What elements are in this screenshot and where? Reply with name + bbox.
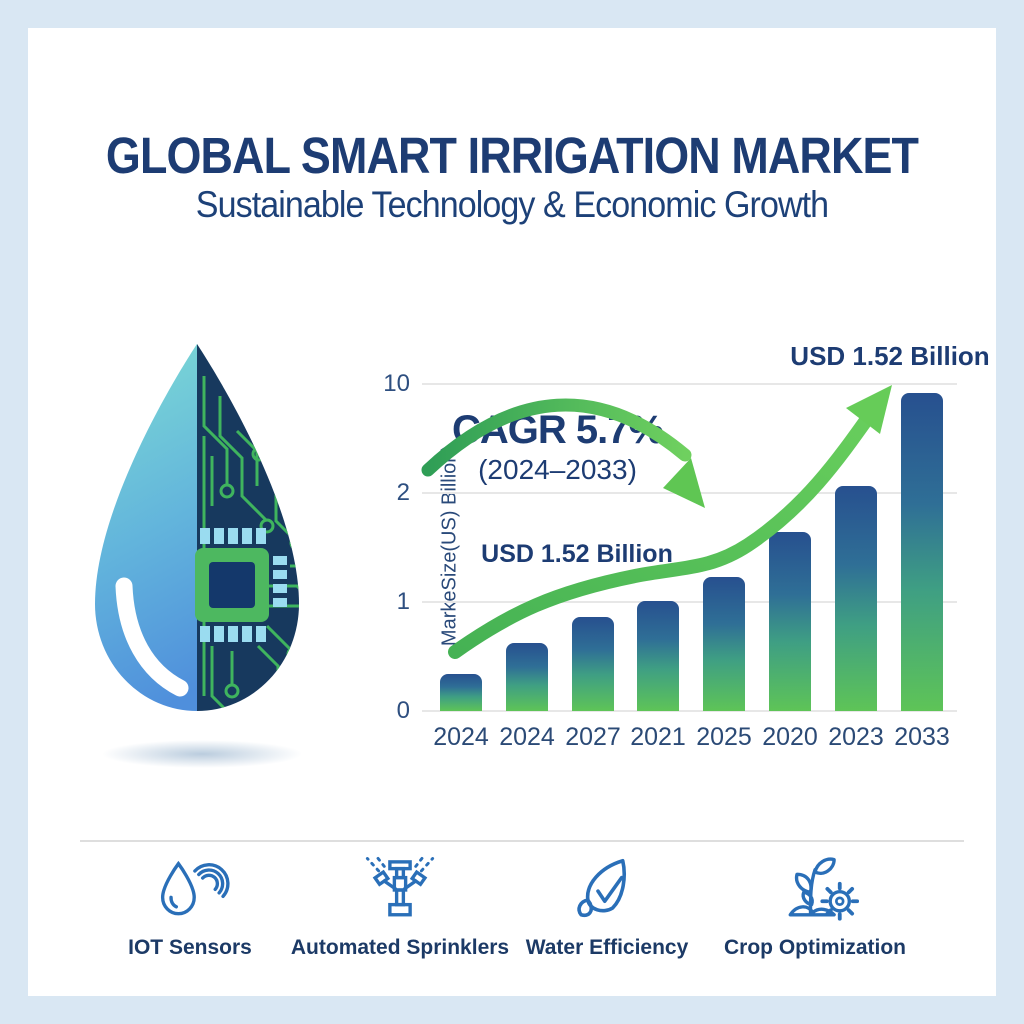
y-tick-label: 0 bbox=[396, 697, 410, 724]
x-tick-label: 2020 bbox=[762, 723, 818, 751]
bar-2033 bbox=[901, 393, 943, 711]
cagr-arc-arrow bbox=[421, 398, 705, 508]
gear bbox=[820, 881, 859, 921]
bar-2024 bbox=[440, 674, 482, 711]
x-tick-label: 2025 bbox=[696, 723, 752, 751]
y-tick-label: 2 bbox=[396, 479, 410, 506]
feature-crop-optimization: Crop Optimization bbox=[705, 852, 925, 960]
iot-sensor-icon bbox=[150, 852, 230, 928]
feature-iot-sensors: IOT Sensors bbox=[80, 852, 300, 960]
cagr-annotation: CAGR 5.7% (2024–2033) bbox=[415, 408, 700, 486]
x-tick-label: 2033 bbox=[894, 723, 950, 751]
gridline bbox=[422, 601, 957, 603]
page-title: GLOBAL SMART IRRIGATION MARKET bbox=[105, 127, 919, 184]
page-subtitle: Sustainable Technology & Economic Growth bbox=[195, 184, 829, 225]
cagr-period: (2024–2033) bbox=[478, 454, 637, 485]
usd-value-label-mid: USD 1.52 Billion bbox=[481, 540, 673, 568]
feature-water-efficiency: Water Efficiency bbox=[497, 852, 717, 960]
footer-divider bbox=[80, 840, 964, 842]
feature-label: Automated Sprinklers bbox=[290, 936, 510, 959]
y-tick-label: 1 bbox=[396, 588, 410, 615]
growth-arrows bbox=[421, 385, 892, 659]
gridline bbox=[422, 710, 957, 712]
crop-optimization-icon bbox=[771, 852, 859, 928]
water-efficiency-icon bbox=[567, 852, 647, 928]
x-tick-label: 2027 bbox=[565, 723, 621, 751]
x-tick-label: 2023 bbox=[828, 723, 884, 751]
bar-2020 bbox=[769, 532, 811, 711]
bar-2023 bbox=[835, 486, 877, 711]
gridline bbox=[422, 383, 957, 385]
feature-label: Crop Optimization bbox=[724, 936, 906, 959]
bar-2025 bbox=[703, 577, 745, 711]
x-tick-label: 2024 bbox=[433, 723, 489, 751]
feature-automated-sprinklers: Automated Sprinklers bbox=[290, 852, 510, 960]
growth-trend-arrow bbox=[448, 385, 892, 659]
bar-2027 bbox=[572, 617, 614, 711]
water-drop-circuit-icon bbox=[62, 336, 332, 781]
feature-label: Water Efficiency bbox=[525, 936, 689, 959]
feature-label: IOT Sensors bbox=[128, 936, 252, 959]
usd-value-label-top: USD 1.52 Billion bbox=[790, 341, 990, 371]
x-tick-label: 2024 bbox=[499, 723, 555, 751]
y-tick-label: 10 bbox=[383, 370, 410, 397]
bar-2024 bbox=[506, 643, 548, 711]
x-tick-label: 2021 bbox=[630, 723, 686, 751]
automated-sprinkler-icon bbox=[360, 852, 440, 928]
bar-2021 bbox=[637, 601, 679, 711]
